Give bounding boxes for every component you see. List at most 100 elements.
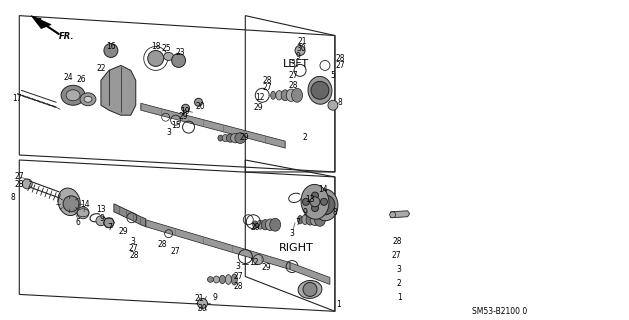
Circle shape	[198, 298, 208, 308]
Ellipse shape	[306, 214, 314, 225]
Circle shape	[390, 212, 396, 218]
Text: 12: 12	[250, 258, 259, 267]
Text: 29: 29	[250, 223, 260, 232]
Text: 18: 18	[151, 42, 160, 51]
Text: SM53-B2100 0: SM53-B2100 0	[472, 307, 527, 316]
Ellipse shape	[310, 214, 320, 226]
Circle shape	[320, 198, 328, 205]
Ellipse shape	[270, 218, 281, 231]
Text: 1: 1	[397, 293, 402, 302]
Text: 22: 22	[96, 64, 106, 73]
Polygon shape	[101, 65, 136, 115]
Text: 16: 16	[106, 42, 116, 51]
Text: 27: 27	[171, 247, 181, 256]
Circle shape	[303, 198, 309, 205]
Ellipse shape	[225, 275, 231, 284]
Text: 3: 3	[130, 237, 135, 246]
Text: 27: 27	[129, 244, 138, 253]
Ellipse shape	[257, 220, 264, 229]
Ellipse shape	[302, 215, 308, 225]
Polygon shape	[31, 16, 51, 28]
Text: 27: 27	[262, 83, 272, 92]
Circle shape	[148, 51, 164, 67]
Text: 2: 2	[397, 279, 402, 288]
Text: 8: 8	[333, 208, 337, 217]
Text: 30: 30	[296, 44, 306, 53]
Text: 9: 9	[213, 293, 218, 302]
Text: 8: 8	[338, 98, 342, 107]
FancyArrowPatch shape	[35, 19, 58, 34]
Text: 29: 29	[118, 227, 128, 236]
Text: 28: 28	[129, 251, 138, 260]
Text: 9: 9	[296, 52, 301, 61]
Text: 28: 28	[262, 76, 272, 85]
Circle shape	[22, 179, 32, 189]
Text: 14: 14	[318, 185, 328, 194]
Text: 2: 2	[303, 132, 308, 141]
Ellipse shape	[301, 184, 329, 219]
Text: 21: 21	[298, 37, 307, 46]
Circle shape	[182, 104, 189, 112]
Circle shape	[303, 283, 317, 296]
Text: 27: 27	[392, 251, 402, 260]
Ellipse shape	[298, 216, 303, 224]
Circle shape	[63, 196, 79, 212]
Circle shape	[311, 192, 318, 199]
Text: LEFT: LEFT	[283, 60, 309, 69]
Text: 12: 12	[255, 93, 265, 102]
Circle shape	[104, 44, 118, 58]
Text: 25: 25	[162, 44, 172, 53]
Text: 8: 8	[11, 193, 16, 202]
Circle shape	[311, 81, 329, 99]
Text: 29: 29	[179, 112, 188, 121]
Ellipse shape	[222, 134, 228, 142]
Circle shape	[328, 100, 338, 110]
Text: 30: 30	[198, 304, 208, 313]
Circle shape	[172, 53, 186, 68]
Ellipse shape	[292, 88, 303, 102]
Ellipse shape	[80, 93, 96, 106]
Ellipse shape	[265, 219, 275, 230]
Text: 17: 17	[13, 94, 22, 103]
Text: 29: 29	[240, 132, 249, 141]
Ellipse shape	[164, 52, 174, 60]
Text: 20: 20	[196, 102, 205, 111]
Ellipse shape	[276, 91, 282, 100]
Circle shape	[311, 204, 318, 212]
Polygon shape	[141, 103, 285, 148]
Polygon shape	[146, 220, 290, 269]
Text: 28: 28	[335, 54, 345, 63]
Circle shape	[104, 218, 114, 228]
Ellipse shape	[66, 90, 80, 101]
Text: 3: 3	[290, 229, 294, 238]
Ellipse shape	[84, 96, 92, 102]
Text: 5: 5	[330, 71, 335, 80]
Text: 3
27
28: 3 27 28	[288, 60, 298, 90]
Ellipse shape	[220, 275, 225, 284]
Ellipse shape	[208, 277, 213, 282]
Ellipse shape	[218, 135, 223, 141]
Polygon shape	[114, 204, 146, 227]
Text: 3: 3	[397, 265, 402, 274]
Ellipse shape	[231, 274, 237, 285]
Text: 28: 28	[14, 180, 24, 189]
Text: 1: 1	[337, 300, 342, 309]
Ellipse shape	[312, 189, 338, 221]
Ellipse shape	[231, 133, 240, 143]
Circle shape	[96, 216, 106, 226]
Text: 28: 28	[392, 237, 402, 246]
Text: 3: 3	[166, 128, 171, 137]
Text: RIGHT: RIGHT	[279, 243, 313, 252]
Text: 7: 7	[296, 218, 301, 227]
Ellipse shape	[308, 76, 332, 104]
Circle shape	[253, 255, 263, 265]
Text: 28: 28	[158, 240, 167, 249]
Text: FR.: FR.	[58, 32, 74, 41]
Text: 6: 6	[75, 218, 81, 227]
Ellipse shape	[298, 280, 322, 299]
Text: 23: 23	[175, 48, 186, 57]
Text: 13: 13	[305, 195, 315, 204]
Ellipse shape	[213, 276, 220, 283]
Text: 13: 13	[96, 205, 106, 214]
Text: 7: 7	[108, 223, 113, 232]
